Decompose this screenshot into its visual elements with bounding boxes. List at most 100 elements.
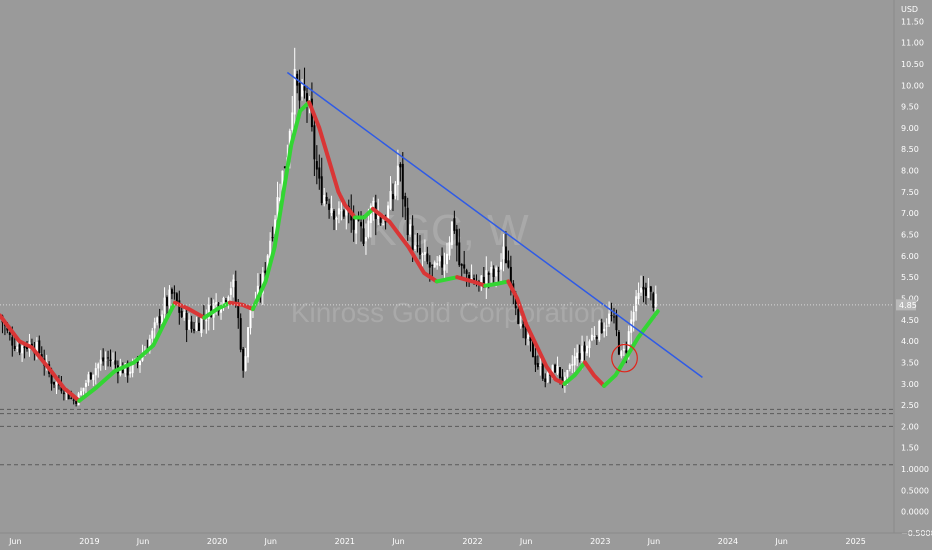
candle-body <box>293 68 296 115</box>
candle-body <box>38 340 41 353</box>
price-tick-label: 6.50 <box>901 231 919 240</box>
time-axis[interactable]: Jun 2019 Jun 2020 Jun 2021 Jun 2022 Jun 2023 Jun 20… <box>0 532 932 546</box>
price-tick-label: 5.00 <box>901 294 919 303</box>
candle-body <box>242 348 245 371</box>
candle-body <box>87 374 90 383</box>
candle-body <box>185 312 188 331</box>
candle-body <box>603 328 606 332</box>
candle-body <box>625 350 628 353</box>
time-tick-label: Jun <box>8 537 22 546</box>
time-tick-label: 2020 <box>207 537 227 546</box>
candle-body <box>433 262 436 268</box>
candle-body <box>237 304 240 319</box>
trend-down-segment <box>582 360 607 388</box>
candle-body <box>566 370 569 377</box>
candle-body <box>509 266 512 287</box>
candle-body <box>23 346 26 349</box>
ticker-watermark: KGC, W <box>367 206 529 255</box>
candle-body <box>126 362 129 376</box>
time-tick-label: Jun <box>519 537 533 546</box>
candle-body <box>102 357 105 362</box>
candle-body <box>443 264 446 271</box>
trend-down-segment <box>506 279 567 386</box>
candle-body <box>470 278 473 280</box>
candle-body <box>613 316 616 318</box>
candle-body <box>647 287 650 298</box>
candle-body <box>627 331 630 356</box>
time-tick-label: Jun <box>264 537 278 546</box>
candle-body <box>62 392 65 395</box>
descending-trendline[interactable] <box>286 71 703 378</box>
candle-body <box>394 184 397 196</box>
candle-body <box>441 255 444 268</box>
candle-body <box>53 381 56 385</box>
candle-body <box>504 246 507 264</box>
trend-down-segment <box>173 300 207 320</box>
candle-body <box>495 267 498 277</box>
candle-body <box>438 256 441 262</box>
candle-body <box>399 164 402 168</box>
candle-body <box>620 351 623 357</box>
time-tick-label: 2019 <box>79 537 99 546</box>
candle-body <box>585 345 588 354</box>
price-tick-label: 9.00 <box>901 124 919 133</box>
candle-body <box>138 360 141 366</box>
candle-body <box>195 322 198 330</box>
candle-body <box>330 208 333 213</box>
candle-body <box>507 260 510 268</box>
price-tick-label: 8.50 <box>901 145 919 154</box>
candle-body <box>276 197 279 221</box>
candle-body <box>278 197 281 202</box>
candle-body <box>418 248 421 255</box>
last-price-badge <box>896 299 916 311</box>
candle-body <box>283 166 286 169</box>
candle-body <box>642 286 645 290</box>
time-tick-label: Jun <box>774 537 788 546</box>
price-tick-label: 11.50 <box>901 17 924 26</box>
trend-up-segment <box>562 360 587 386</box>
trend-indicator <box>0 100 660 403</box>
candle-body <box>325 196 328 202</box>
candle-body <box>291 112 294 131</box>
candle-body <box>315 161 318 170</box>
candle-body <box>197 322 200 331</box>
candle-body <box>313 125 316 160</box>
candle-body <box>534 355 537 365</box>
candle-body <box>111 360 114 362</box>
candle-body <box>453 218 456 231</box>
candle-body <box>82 387 85 392</box>
candle-body <box>131 362 134 374</box>
candle-body <box>266 255 269 273</box>
price-axis[interactable]: USD 11.50 11.00 10.50 10.00 9.50 9.00 8.50 8.00… <box>893 0 932 550</box>
candle-body <box>463 264 466 269</box>
candle-body <box>541 363 544 379</box>
candle-body <box>610 315 613 317</box>
candle-body <box>70 397 73 399</box>
candle-body <box>372 200 375 210</box>
trend-up-segment <box>77 300 177 403</box>
candle-body <box>524 325 527 339</box>
highlight-circle[interactable] <box>611 343 638 373</box>
trend-down-segment <box>307 100 357 220</box>
candle-body <box>234 280 237 305</box>
candle-body <box>220 308 223 313</box>
candle-body <box>409 224 412 235</box>
candle-body <box>364 237 367 242</box>
candle-body <box>640 287 643 293</box>
candle-body <box>362 228 365 244</box>
candle-body <box>563 376 566 385</box>
candle-body <box>480 275 483 283</box>
candle-body <box>269 240 272 259</box>
trend-down-segment <box>227 300 255 312</box>
candle-body <box>500 261 503 270</box>
candle-body <box>153 322 156 329</box>
candle-body <box>207 304 210 319</box>
price-tick-label: 3.00 <box>901 380 919 389</box>
candle-body <box>104 359 107 361</box>
candle-body <box>581 345 584 362</box>
candle-body <box>527 334 530 339</box>
candle-body <box>411 225 414 251</box>
candle-body <box>460 264 463 266</box>
